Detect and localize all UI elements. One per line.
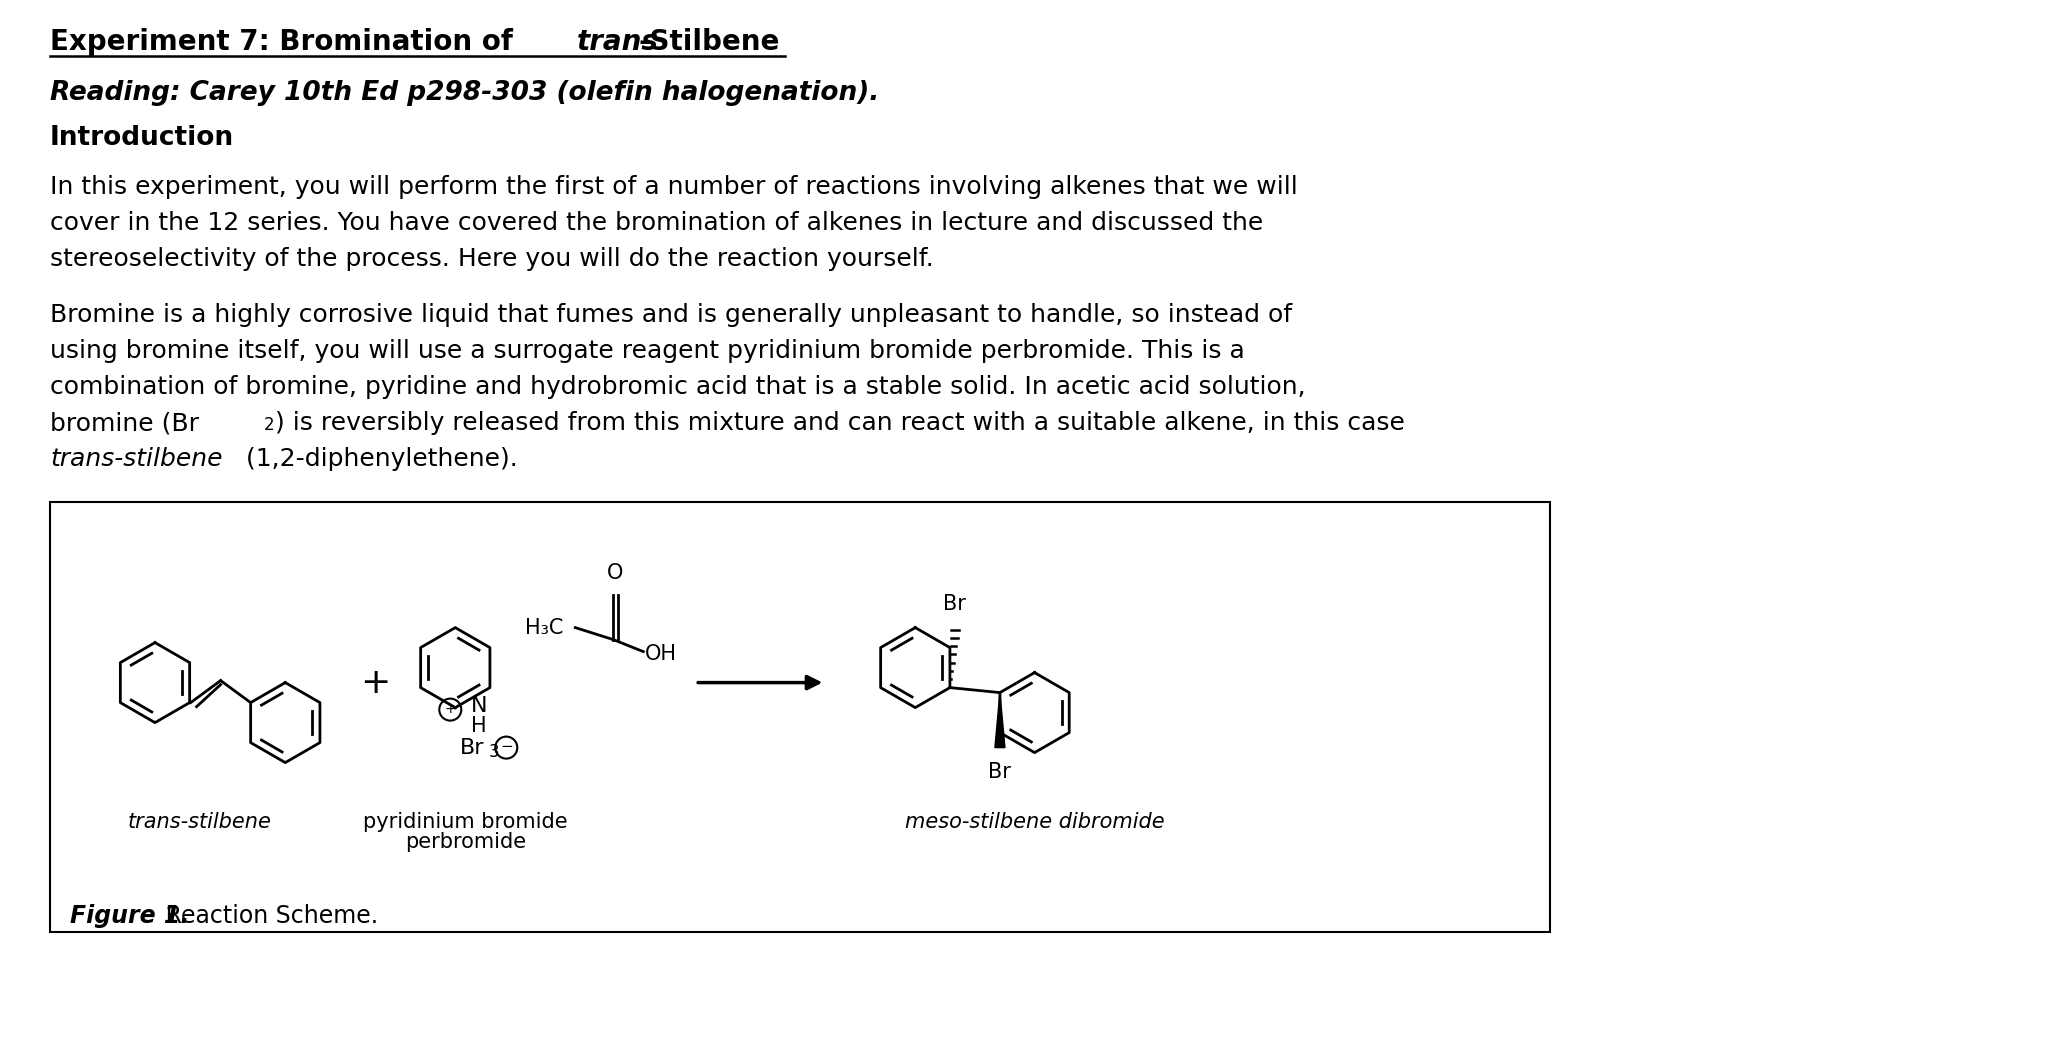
Text: trans: trans <box>577 28 659 56</box>
Text: OH: OH <box>644 643 677 663</box>
Text: Bromine is a highly corrosive liquid that fumes and is generally unpleasant to h: Bromine is a highly corrosive liquid tha… <box>49 303 1293 327</box>
Text: Br: Br <box>943 593 966 613</box>
Text: meso-stilbene dibromide: meso-stilbene dibromide <box>904 811 1164 832</box>
Text: combination of bromine, pyridine and hydrobromic acid that is a stable solid. In: combination of bromine, pyridine and hyd… <box>49 375 1305 399</box>
Text: trans-stilbene: trans-stilbene <box>49 447 223 471</box>
Text: perbromide: perbromide <box>405 832 526 852</box>
Polygon shape <box>994 693 1005 747</box>
Text: Experiment 7: Bromination of: Experiment 7: Bromination of <box>49 28 522 56</box>
Text: bromine (Br: bromine (Br <box>49 411 198 435</box>
Text: −: − <box>499 739 514 755</box>
Text: Br: Br <box>460 738 485 758</box>
Bar <box>49 502 1551 932</box>
Text: N: N <box>471 696 487 716</box>
Text: Introduction: Introduction <box>49 125 233 151</box>
Text: +: + <box>360 665 391 700</box>
Text: (1,2-diphenylethene).: (1,2-diphenylethene). <box>237 447 518 471</box>
Text: +: + <box>444 701 456 716</box>
Text: Figure 1.: Figure 1. <box>70 904 190 927</box>
Text: trans-stilbene: trans-stilbene <box>129 811 272 832</box>
Text: -Stilbene: -Stilbene <box>638 28 780 56</box>
Text: cover in the 12 series. You have covered the bromination of alkenes in lecture a: cover in the 12 series. You have covered… <box>49 211 1262 235</box>
Text: H: H <box>471 716 487 736</box>
Text: In this experiment, you will perform the first of a number of reactions involvin: In this experiment, you will perform the… <box>49 175 1297 199</box>
Text: Reading: Carey 10th Ed p298-303 (olefin halogenation).: Reading: Carey 10th Ed p298-303 (olefin … <box>49 80 880 106</box>
Text: ) is reversibly released from this mixture and can react with a suitable alkene,: ) is reversibly released from this mixtu… <box>274 411 1406 435</box>
Text: O: O <box>608 563 624 583</box>
Text: Reaction Scheme.: Reaction Scheme. <box>158 904 379 927</box>
Text: 2: 2 <box>264 416 274 434</box>
Text: using bromine itself, you will use a surrogate reagent pyridinium bromide perbro: using bromine itself, you will use a sur… <box>49 339 1244 363</box>
Text: H₃C: H₃C <box>526 617 563 637</box>
Text: pyridinium bromide: pyridinium bromide <box>362 811 567 832</box>
Text: stereoselectivity of the process. Here you will do the reaction yourself.: stereoselectivity of the process. Here y… <box>49 247 933 271</box>
Text: 3: 3 <box>489 743 499 761</box>
Text: Br: Br <box>988 762 1011 782</box>
